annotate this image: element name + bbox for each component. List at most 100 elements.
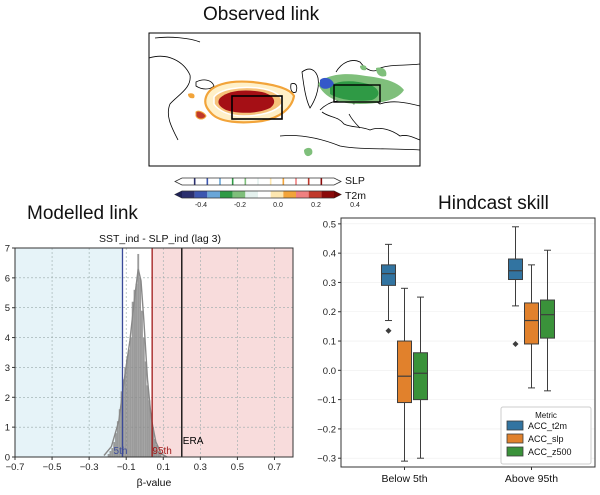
y-tick-label: −0.3 (317, 454, 336, 465)
histogram-bar (159, 454, 162, 457)
x-tick-label: 0.1 (157, 462, 170, 473)
y-tick-label: 0.5 (323, 219, 336, 230)
legend-label: ACC_slp (528, 434, 564, 444)
histogram-bar (155, 445, 158, 457)
colorbar-t2m-cell (258, 191, 271, 198)
box-acc-slp (524, 302, 539, 345)
x-tick-label: −0.1 (117, 462, 136, 473)
colorbar-tick: 0.2 (311, 202, 321, 209)
modelled-title: Modelled link (27, 203, 138, 224)
legend-label: ACC_t2m (528, 421, 567, 431)
histogram-bar (124, 367, 127, 457)
y-tick-label: 0.3 (323, 278, 336, 289)
x-tick-label: −0.3 (80, 462, 99, 473)
colorbar-t2m-cell (232, 191, 246, 198)
x-tick-label: 0.7 (268, 462, 281, 473)
histogram-bar (111, 448, 114, 457)
outlier-point (512, 340, 519, 347)
observed-title: Observed link (203, 4, 320, 25)
colorbar-t2m-cell (308, 191, 322, 198)
label-era: ERA (183, 436, 204, 447)
y-tick-label: 6 (5, 273, 10, 284)
histogram-chart: SST_ind - SLP_ind (lag 3) 5th 95th ERA −0.… (5, 233, 294, 489)
colorbar-t2m-label: T2m (345, 190, 366, 202)
boxplot-frame (340, 217, 596, 468)
label-5th: 5th (114, 446, 128, 457)
boxplot-legend: Metric ACC_t2m ACC_slp ACC_z500 (500, 406, 592, 465)
colorbar-slp-cell (296, 178, 309, 185)
y-tick-label: −0.2 (317, 424, 336, 435)
colorbar-slp-cell (207, 178, 220, 185)
slp-anomaly-region (304, 65, 404, 157)
histogram-bar (113, 442, 116, 457)
colorbar-slp-label: SLP (345, 175, 365, 187)
colorbar-t2m-cell (207, 191, 220, 198)
box-acc-t2m (381, 264, 396, 286)
colorbar-tick: 0.0 (273, 202, 283, 209)
y-tick-label: 0.4 (323, 249, 336, 260)
x-tick-label: 0.3 (194, 462, 207, 473)
box-acc-z500 (413, 352, 428, 401)
colorbar-slp-cell (245, 178, 258, 185)
histogram-bar (135, 283, 138, 457)
legend-swatch (506, 446, 524, 457)
colorbar-tick: -0.2 (234, 202, 246, 209)
histogram-bar (148, 400, 151, 457)
x-tick-label: Above 95th (505, 473, 558, 485)
legend-label: ACC_z500 (528, 447, 572, 457)
colorbar-t2m-cell (245, 191, 258, 198)
colorbar-slp-cell (270, 178, 284, 185)
box-acc-z500 (540, 299, 555, 339)
y-tick-label: 2 (5, 393, 10, 404)
legend-swatch (506, 433, 524, 444)
hindcast-title: Hindcast skill (438, 193, 549, 214)
y-tick-label: 0.2 (323, 307, 336, 318)
histogram-bar (128, 349, 130, 457)
colorbar-slp-cell (220, 178, 233, 185)
colorbar-slp-cell (283, 178, 296, 185)
label-95th: 95th (152, 446, 171, 457)
colorbar-slp-frame (174, 177, 342, 186)
colorbar-t2m-cell (321, 191, 334, 198)
histogram-bar (118, 409, 121, 457)
y-tick-label: 3 (5, 363, 10, 374)
y-tick-label: 5 (5, 303, 10, 314)
colorbar-slp-cell (321, 178, 334, 185)
y-tick-label: −0.1 (317, 395, 336, 406)
histogram-title: SST_ind - SLP_ind (lag 3) (99, 233, 221, 245)
colorbar-slp-cell (258, 178, 271, 185)
colorbar-t2m-cell (296, 191, 309, 198)
colorbar-t2m-extend-low (175, 191, 182, 198)
histogram-bar (109, 451, 112, 457)
histogram-bar (126, 358, 129, 457)
shaded-region (152, 248, 293, 457)
histogram-bar (107, 454, 110, 457)
colorbar-t2m-extend-high (334, 191, 341, 198)
colorbar-slp-cell (232, 178, 246, 185)
y-tick-label: 4 (5, 333, 10, 344)
histogram-bar (157, 451, 160, 457)
outlier-point (385, 327, 392, 334)
histogram-bar (144, 361, 147, 457)
boxplot-chart: −0.3 −0.2 −0.1 0.0 0.1 0.2 0.3 0.4 0.5 Below 5th… (317, 217, 596, 485)
t2m-anomaly-region (188, 80, 296, 124)
y-tick-label: 0 (5, 453, 10, 464)
y-tick-label: 0.0 (323, 366, 336, 377)
colorbars: SLP T2m -0.4 -0.2 0.0 0.2 0.4 (174, 175, 366, 209)
colorbar-t2m-cell (283, 191, 296, 198)
shaded-region (15, 248, 123, 457)
x-tick-label: −0.7 (6, 462, 25, 473)
box-acc-t2m (508, 258, 523, 281)
colorbar-tick: -0.4 (195, 202, 207, 209)
y-tick-label: 0.1 (323, 337, 336, 348)
histogram-bar (152, 427, 154, 457)
colorbar-slp-cell (194, 178, 208, 185)
colorbar-slp-cell (182, 178, 195, 185)
histogram-bar (115, 433, 117, 457)
histogram-xlabel: β-value (137, 477, 172, 489)
histogram-bar (120, 391, 123, 457)
colorbar-t2m-cell (194, 191, 208, 198)
colorbar-t2m-cell (270, 191, 284, 198)
histogram-bar (122, 379, 125, 457)
